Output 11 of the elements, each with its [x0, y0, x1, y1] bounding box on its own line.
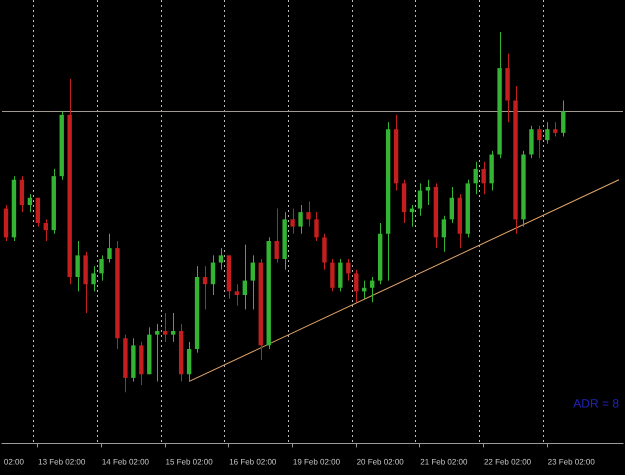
- x-tick-label: 16 Feb 02:00: [229, 457, 277, 466]
- x-tick-label: 23 Feb 02:00: [548, 457, 596, 466]
- x-tick-label: 21 Feb 02:00: [420, 457, 468, 466]
- x-tick-label: 15 Feb 02:00: [166, 457, 214, 466]
- x-tick-label: 20 Feb 02:00: [356, 457, 404, 466]
- x-tick-label: 19 Feb 02:00: [292, 457, 341, 466]
- x-tick-label: 14 Feb 02:00: [102, 457, 150, 466]
- text: ADR = 8: [573, 396, 620, 410]
- x-tick-label: 02:00: [4, 457, 25, 466]
- x-tick-label: 22 Feb 02:00: [484, 457, 532, 466]
- x-tick-label: 13 Feb 02:00: [38, 457, 86, 466]
